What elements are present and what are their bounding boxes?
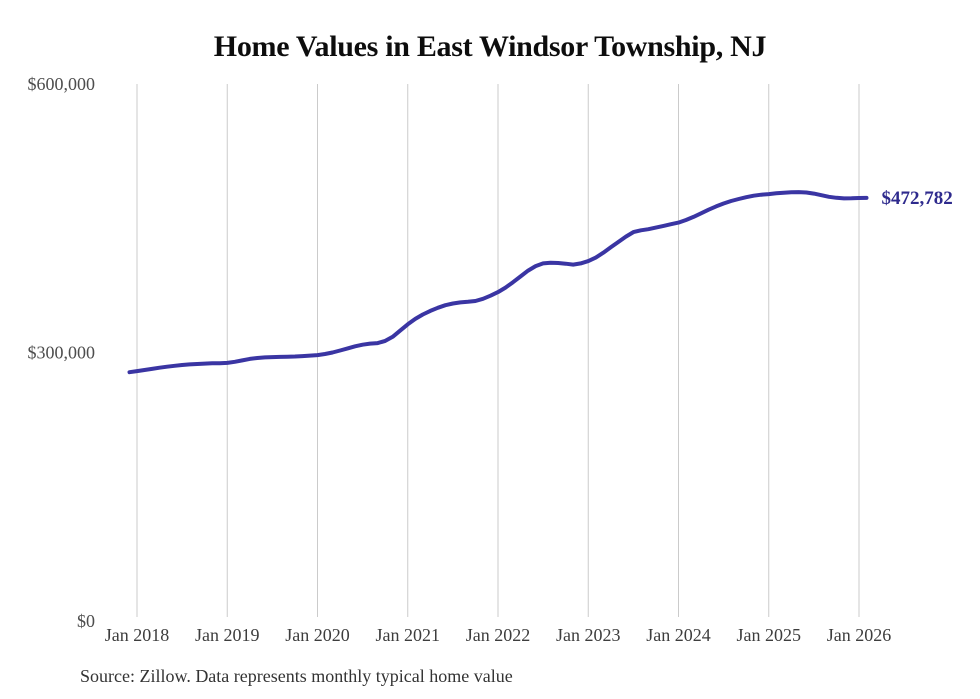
y-axis-tick-labels: $0 $300,000 $600,000 [28, 74, 96, 631]
x-axis-tick-labels: Jan 2018 Jan 2019 Jan 2020 Jan 2021 Jan 2022… [105, 625, 892, 645]
x-tick-label: Jan 2021 [376, 625, 441, 645]
latest-value-label: $472,782 [882, 188, 953, 209]
x-tick-label: Jan 2018 [105, 625, 170, 645]
x-tick-label: Jan 2026 [827, 625, 892, 645]
y-tick-label: $600,000 [28, 74, 96, 94]
chart-title: Home Values in East Windsor Township, NJ [213, 30, 767, 63]
gridlines [136, 84, 860, 617]
x-tick-label: Jan 2023 [556, 625, 621, 645]
y-tick-label: $300,000 [28, 343, 96, 363]
home-value-line [127, 190, 869, 375]
x-tick-label: Jan 2020 [285, 625, 350, 645]
y-tick-label: $0 [77, 611, 95, 631]
source-note: Source: Zillow. Data represents monthly … [80, 666, 513, 686]
x-tick-label: Jan 2024 [646, 625, 711, 645]
x-tick-label: Jan 2025 [737, 625, 802, 645]
x-tick-label: Jan 2019 [195, 625, 260, 645]
x-tick-label: Jan 2022 [466, 625, 531, 645]
